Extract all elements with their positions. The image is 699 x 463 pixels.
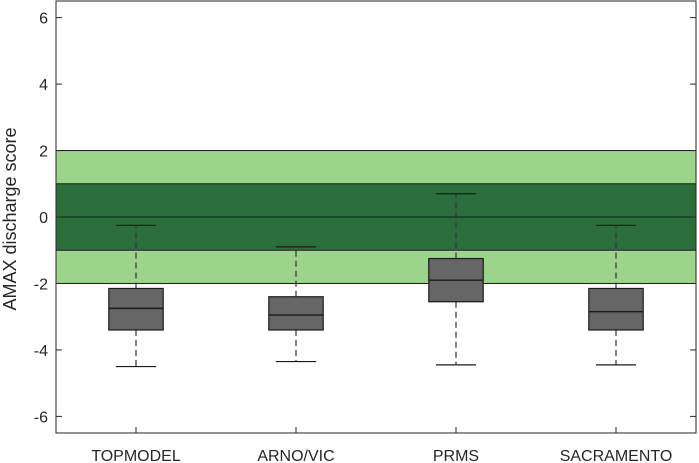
- y-tick-label: 2: [39, 144, 48, 161]
- x-tick-label: SACRAMENTO: [560, 448, 673, 463]
- y-tick-label: -4: [34, 343, 48, 360]
- box-4: [588, 224, 644, 366]
- y-axis-label: AMAX discharge score: [0, 127, 20, 310]
- y-tick-label: -2: [34, 276, 48, 293]
- y-axis: 6 4 2 0 -2 -4 -6: [34, 11, 696, 426]
- box-1: [108, 224, 164, 368]
- y-tick-label: -6: [34, 409, 48, 426]
- box-3: [428, 193, 484, 366]
- x-tick-label: PRMS: [433, 448, 479, 463]
- box-body: [588, 287, 644, 331]
- x-axis: TOPMODEL ARNO/VIC PRMS SACRAMENTO: [91, 427, 672, 463]
- y-tick-label: 4: [39, 77, 48, 94]
- x-tick-label: TOPMODEL: [91, 448, 181, 463]
- box-body: [268, 296, 324, 331]
- box-2: [268, 246, 324, 363]
- x-tick-label: ARNO/VIC: [257, 448, 334, 463]
- y-tick-label: 6: [39, 11, 48, 28]
- y-tick-label: 0: [39, 210, 48, 227]
- box-body: [108, 287, 164, 331]
- boxes-layer: [108, 193, 644, 368]
